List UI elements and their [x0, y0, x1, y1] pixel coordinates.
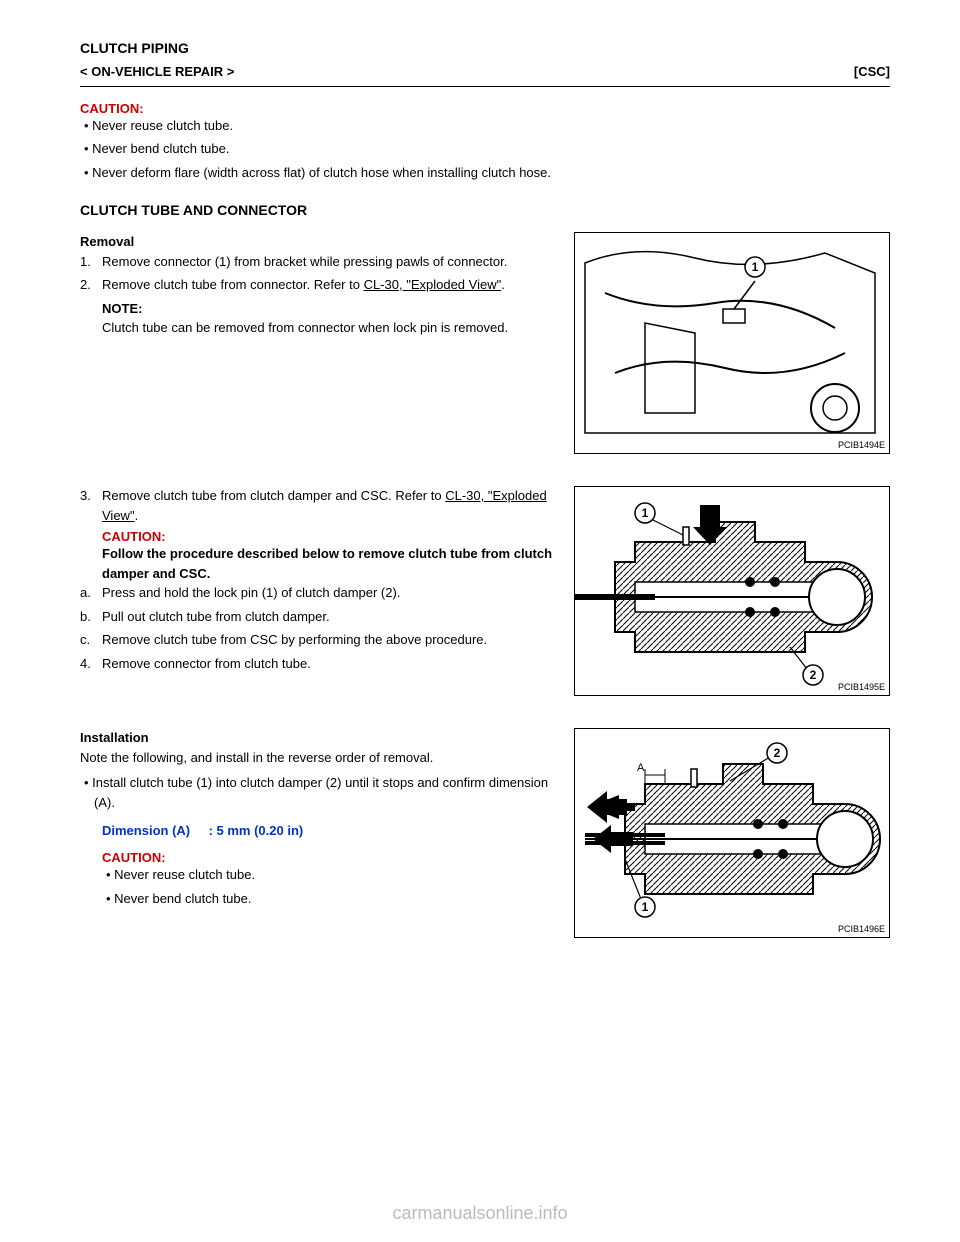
- step-1: 1. Remove connector (1) from bracket whi…: [80, 252, 554, 272]
- svg-text:A: A: [637, 762, 645, 774]
- install-bullet: • Install clutch tube (1) into clutch da…: [80, 773, 554, 812]
- step-2-num: 2.: [80, 275, 102, 295]
- step-2-text-a: Remove clutch tube from connector. Refer…: [102, 277, 364, 292]
- removal-caution-label: CAUTION:: [102, 529, 554, 544]
- removal-head: Removal: [80, 232, 554, 252]
- step-1-num: 1.: [80, 252, 102, 272]
- header-sub: < ON-VEHICLE REPAIR > [CSC]: [80, 62, 890, 82]
- install-bullet-text: Install clutch tube (1) into clutch damp…: [92, 775, 548, 810]
- fig-1-col: 1 PCIB1494E: [574, 232, 890, 472]
- install-lead: Note the following, and install in the r…: [80, 748, 554, 768]
- intro-bullet-1-text: Never reuse clutch tube.: [92, 118, 233, 133]
- note-text: Clutch tube can be removed from connecto…: [102, 318, 554, 338]
- install-head: Installation: [80, 728, 554, 748]
- step-1-text: Remove connector (1) from bracket while …: [102, 252, 554, 272]
- caution-label: CAUTION:: [80, 101, 890, 116]
- step-4-n: 4.: [80, 654, 102, 674]
- page: CLUTCH PIPING < ON-VEHICLE REPAIR > [CSC…: [0, 0, 960, 1242]
- removal-caution-lead: Follow the procedure described below to …: [102, 544, 554, 583]
- sub-a-t: Press and hold the lock pin (1) of clutc…: [102, 583, 554, 603]
- section-title: CLUTCH PIPING: [80, 40, 890, 56]
- fig-3-col: A 2 1 PCIB1496E: [574, 728, 890, 956]
- intro-bullet-3: • Never deform flare (width across flat)…: [80, 163, 890, 183]
- step-3-text-a: Remove clutch tube from clutch damper an…: [102, 488, 445, 503]
- step-3: 3. Remove clutch tube from clutch damper…: [80, 486, 554, 525]
- step-4: 4. Remove connector from clutch tube.: [80, 654, 554, 674]
- figure-1-id: PCIB1494E: [838, 440, 885, 450]
- row-2: 3. Remove clutch tube from clutch damper…: [80, 486, 890, 714]
- step-3-num: 3.: [80, 486, 102, 525]
- sub-c: c. Remove clutch tube from CSC by perfor…: [80, 630, 554, 650]
- header-row: CLUTCH PIPING: [80, 40, 890, 56]
- dimension-value: : 5 mm (0.20 in): [209, 823, 304, 838]
- intro-bullet-2-text: Never bend clutch tube.: [92, 141, 229, 156]
- figure-3: A 2 1 PCIB1496E: [574, 728, 890, 938]
- install-col: Installation Note the following, and ins…: [80, 728, 554, 956]
- sub-a-n: a.: [80, 583, 102, 603]
- figure-3-id: PCIB1496E: [838, 924, 885, 934]
- figure-2-svg: 1 2: [575, 487, 889, 695]
- install-cb-2-text: Never bend clutch tube.: [114, 891, 251, 906]
- sub-b: b. Pull out clutch tube from clutch damp…: [80, 607, 554, 627]
- svg-text:1: 1: [642, 506, 649, 520]
- install-cb-2: • Never bend clutch tube.: [102, 889, 554, 909]
- figure-1: 1 PCIB1494E: [574, 232, 890, 454]
- step-4-t: Remove connector from clutch tube.: [102, 654, 554, 674]
- step-2-link[interactable]: CL-30, "Exploded View": [364, 277, 502, 292]
- sub-right: < ON-VEHICLE REPAIR >: [80, 62, 234, 82]
- intro-bullet-1: • Never reuse clutch tube.: [80, 116, 890, 136]
- note-head: NOTE:: [102, 299, 554, 319]
- svg-text:2: 2: [774, 746, 781, 760]
- step-2-text: Remove clutch tube from connector. Refer…: [102, 275, 554, 295]
- dimension-row: Dimension (A) : 5 mm (0.20 in): [102, 822, 554, 840]
- figure-3-svg: A 2 1: [575, 729, 889, 937]
- fig-2-col: 1 2 PCIB1495E: [574, 486, 890, 714]
- install-caution: CAUTION:: [102, 850, 554, 865]
- step3-col: 3. Remove clutch tube from clutch damper…: [80, 486, 554, 714]
- figure-2-id: PCIB1495E: [838, 682, 885, 692]
- sub-b-t: Pull out clutch tube from clutch damper.: [102, 607, 554, 627]
- sub-c-n: c.: [80, 630, 102, 650]
- svg-text:1: 1: [752, 260, 759, 274]
- figure-1-svg: 1: [575, 233, 889, 453]
- intro-bullet-3-text: Never deform flare (width across flat) o…: [92, 165, 551, 180]
- install-cb-1-text: Never reuse clutch tube.: [114, 867, 255, 882]
- section-clutch-tube: CLUTCH TUBE AND CONNECTOR: [80, 202, 890, 218]
- row-3: Installation Note the following, and ins…: [80, 728, 890, 956]
- step-3-text: Remove clutch tube from clutch damper an…: [102, 486, 554, 525]
- intro-bullet-2: • Never bend clutch tube.: [80, 139, 890, 159]
- svg-text:2: 2: [810, 668, 817, 682]
- sub-left: [CSC]: [854, 62, 890, 82]
- step-2: 2. Remove clutch tube from connector. Re…: [80, 275, 554, 295]
- dimension-label: Dimension (A): [102, 823, 190, 838]
- sub-b-n: b.: [80, 607, 102, 627]
- hr: [80, 86, 890, 87]
- figure-2: 1 2 PCIB1495E: [574, 486, 890, 696]
- footer-watermark: carmanualsonline.info: [0, 1203, 960, 1224]
- install-cb-1: • Never reuse clutch tube.: [102, 865, 554, 885]
- removal-col: Removal 1. Remove connector (1) from bra…: [80, 232, 554, 472]
- row-1: Removal 1. Remove connector (1) from bra…: [80, 232, 890, 472]
- sub-c-t: Remove clutch tube from CSC by performin…: [102, 630, 554, 650]
- svg-text:1: 1: [642, 900, 649, 914]
- sub-a: a. Press and hold the lock pin (1) of cl…: [80, 583, 554, 603]
